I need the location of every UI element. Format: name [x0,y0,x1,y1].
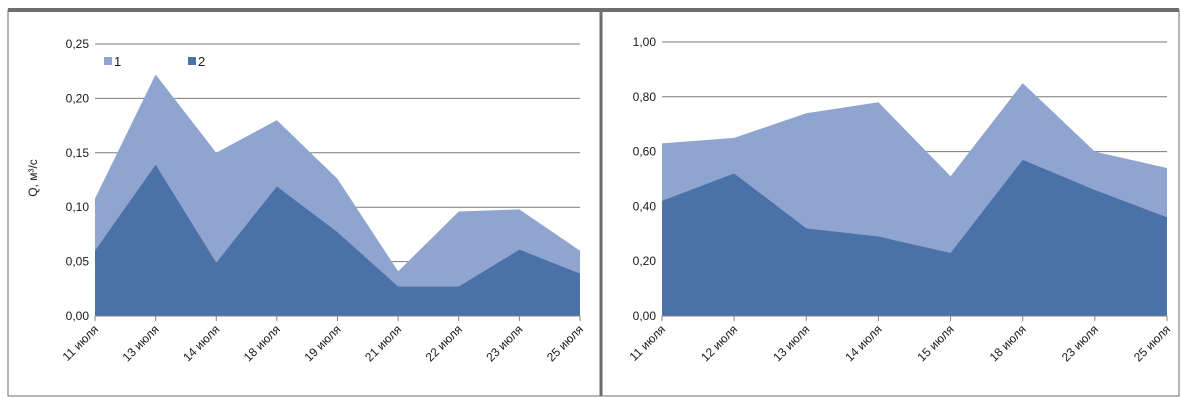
y-tick-label: 1,00 [633,35,657,49]
y-tick-label: 0,05 [66,255,90,269]
y-tick-label: 0,00 [633,309,657,323]
y-tick-label: 0,80 [633,90,657,104]
legend-swatch-1 [104,57,112,65]
y-tick-label: 0,25 [66,37,90,51]
y-axis-label: Q, м³/с [26,159,40,197]
y-tick-label: 0,20 [633,254,657,268]
area-series-1 [95,74,580,317]
legend: 1 2 [104,54,205,69]
area-series-2 [662,159,1167,316]
y-tick-label: 0,10 [66,200,90,214]
y-tick-label: 0,15 [66,146,90,160]
y-tick-label: 0,00 [66,309,90,323]
y-tick-label: 0,20 [66,91,90,105]
legend-swatch-2 [188,57,196,65]
y-tick-label: 0,60 [633,145,657,159]
legend-label-2: 2 [198,54,205,69]
y-tick-label: 0,40 [633,199,657,213]
legend-label-1: 1 [114,54,121,69]
area-series-2 [95,164,580,316]
